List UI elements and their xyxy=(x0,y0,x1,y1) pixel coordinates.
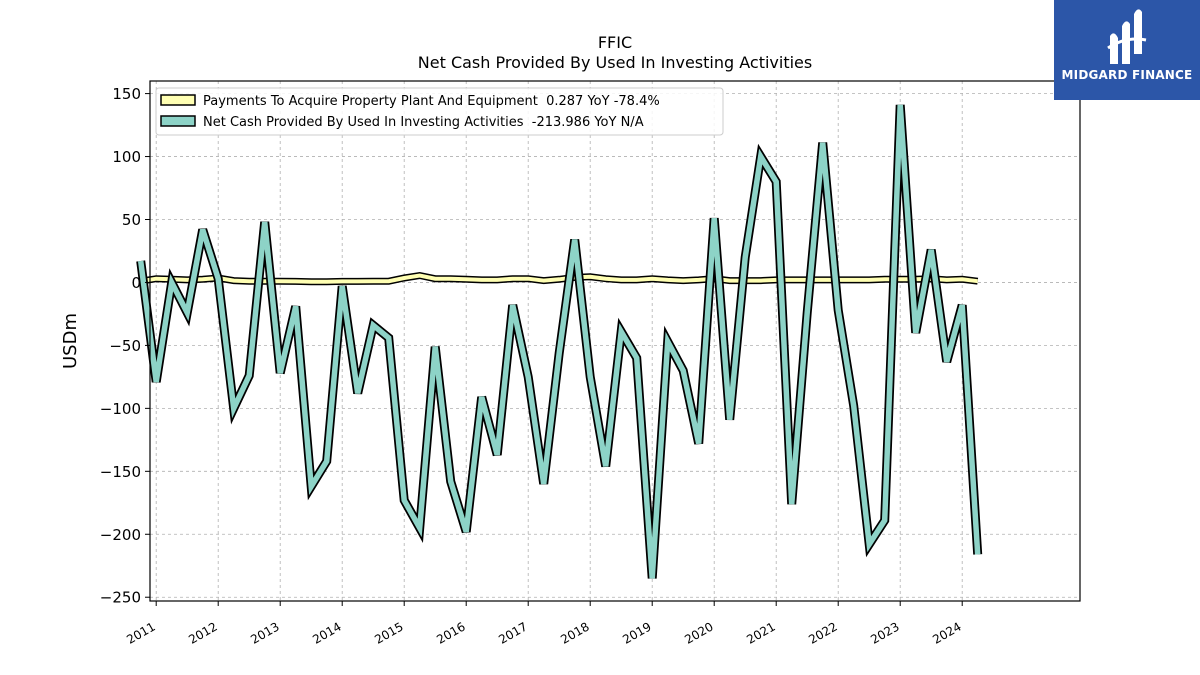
chart-title: FFIC xyxy=(598,33,632,52)
plot-frame xyxy=(149,80,1081,602)
midgard-logo-icon xyxy=(1107,9,1147,64)
legend: Payments To Acquire Property Plant And E… xyxy=(155,87,724,136)
y-tick-label: −250 xyxy=(100,589,141,607)
series-line-1 xyxy=(137,104,981,579)
y-tick-label: −200 xyxy=(100,526,141,544)
chart-subtitle: Net Cash Provided By Used In Investing A… xyxy=(418,53,812,72)
y-axis: 150 100 50 0 −50 −100 −150 −200 −250 xyxy=(100,85,150,607)
y-tick-label: 50 xyxy=(122,211,141,229)
brand-logo: MIDGARD FINANCE xyxy=(1054,0,1200,100)
y-tick-label: 100 xyxy=(112,148,141,166)
legend-label-capex: Payments To Acquire Property Plant And E… xyxy=(203,94,660,109)
y-tick-label: 150 xyxy=(112,85,141,103)
brand-name: MIDGARD FINANCE xyxy=(1061,68,1193,82)
y-tick-label: −100 xyxy=(100,400,141,418)
legend-label-investing: Net Cash Provided By Used In Investing A… xyxy=(203,115,644,130)
series-layer xyxy=(136,104,983,579)
y-tick-label: −50 xyxy=(109,337,141,355)
legend-swatch-capex xyxy=(160,94,196,106)
y-tick-label: −150 xyxy=(100,463,141,481)
y-tick-label: 0 xyxy=(131,274,141,292)
legend-swatch-investing xyxy=(160,115,196,127)
y-axis-label: USDm xyxy=(60,313,81,369)
legend-box xyxy=(155,87,724,136)
